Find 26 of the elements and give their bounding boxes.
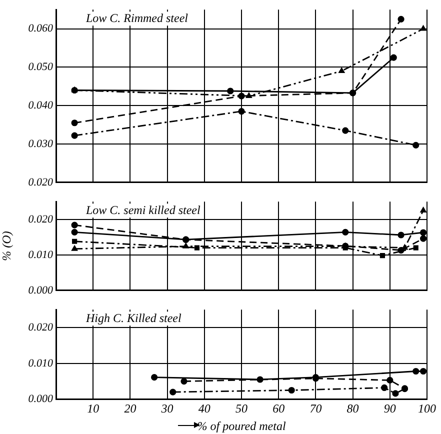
- y-tick-label: 0.000: [28, 393, 54, 406]
- x-tick-label: 70: [310, 402, 322, 416]
- y-tick-label: 0.010: [28, 357, 54, 370]
- x-tick-label: 30: [160, 402, 174, 416]
- x-axis-title: % of poured metal: [197, 418, 286, 433]
- y-tick-label: 0.060: [28, 22, 54, 35]
- y-tick-label: 0.020: [28, 176, 54, 188]
- chart-title: Low C. semi killed steel: [85, 202, 201, 217]
- x-tick-label: 20: [124, 402, 136, 416]
- y-axis-title: % (O): [0, 231, 14, 261]
- chart-title: High C. Killed steel: [85, 310, 182, 325]
- chart-title: Low C. Rimmed steel: [85, 10, 189, 25]
- x-tick-label: 90: [384, 402, 396, 416]
- x-tick-label: 40: [198, 402, 210, 416]
- y-tick-label: 0.030: [28, 138, 54, 150]
- y-tick-label: 0.020: [28, 321, 54, 334]
- y-tick-label: 0.050: [28, 61, 54, 74]
- y-tick-label: 0.010: [28, 248, 54, 261]
- x-tick-label: 100: [418, 402, 436, 416]
- y-tick-label: 0.000: [28, 284, 54, 296]
- x-tick-label: 10: [87, 402, 100, 416]
- y-tick-label: 0.020: [28, 213, 54, 226]
- y-tick-label: 0.040: [28, 99, 54, 112]
- x-tick-label: 80: [346, 402, 359, 416]
- x-tick-label: 50: [236, 402, 248, 416]
- x-tick-label: 60: [272, 402, 285, 416]
